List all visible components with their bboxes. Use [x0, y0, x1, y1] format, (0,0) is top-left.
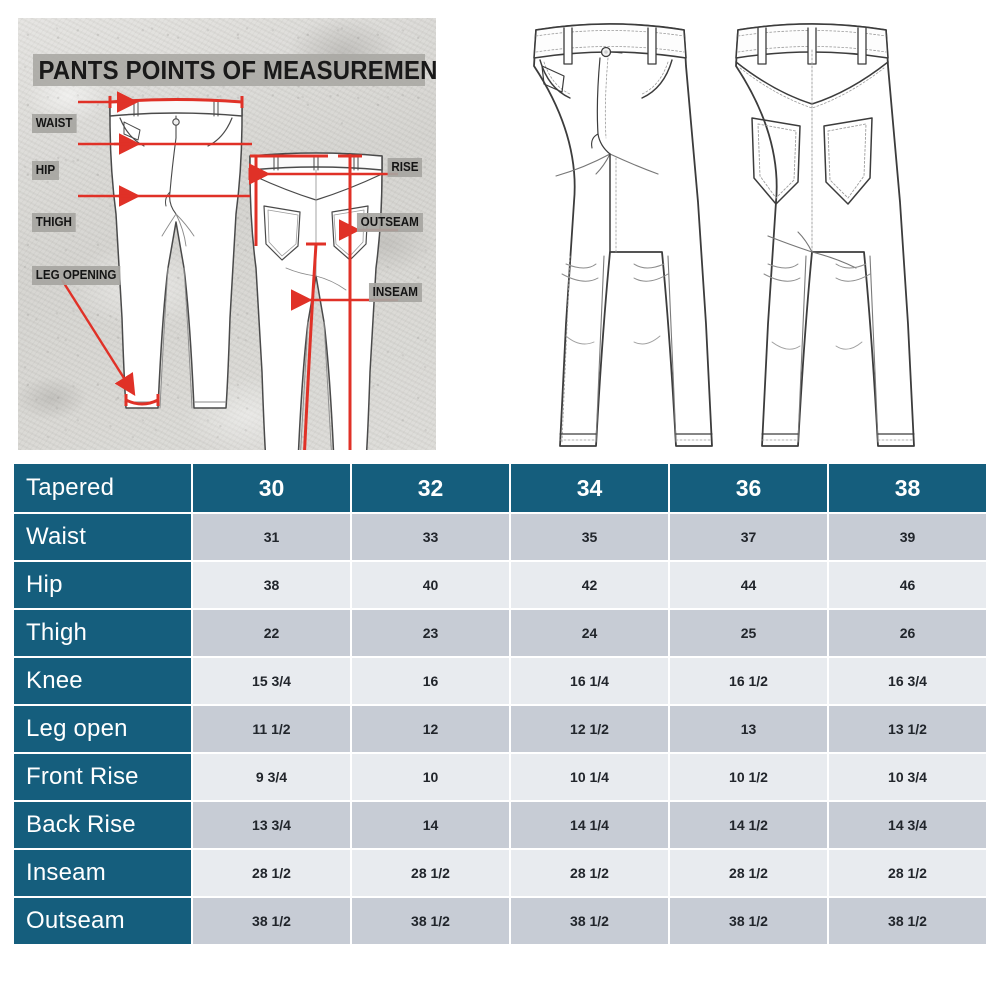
cell-knee-38: 16 3/4	[829, 658, 986, 704]
cell-hip-38: 46	[829, 562, 986, 608]
cell-front-rise-38: 10 3/4	[829, 754, 986, 800]
table-row-waist: Waist 31 33 35 37 39	[14, 514, 986, 560]
cell-thigh-32: 23	[352, 610, 509, 656]
cell-hip-34: 42	[511, 562, 668, 608]
size-chart-table: Tapered 30 32 34 36 38 Waist 31 33 35 37…	[12, 462, 988, 946]
table-row-front-rise: Front Rise 9 3/4 10 10 1/4 10 1/2 10 3/4	[14, 754, 986, 800]
cell-leg-open-30: 11 1/2	[193, 706, 350, 752]
cell-front-rise-34: 10 1/4	[511, 754, 668, 800]
cell-waist-30: 31	[193, 514, 350, 560]
diagram-label-thigh: THIGH	[32, 213, 76, 232]
technical-flat-sketches	[533, 23, 915, 447]
diagram-title-banner: PANTS POINTS OF MEASUREMENT	[33, 54, 436, 86]
cell-outseam-30: 38 1/2	[193, 898, 350, 944]
jeans-back-technical-flat	[735, 23, 915, 447]
cell-front-rise-32: 10	[352, 754, 509, 800]
cell-inseam-30: 28 1/2	[193, 850, 350, 896]
cell-inseam-32: 28 1/2	[352, 850, 509, 896]
column-header-size-34: 34	[511, 464, 668, 512]
table-row-outseam: Outseam 38 1/2 38 1/2 38 1/2 38 1/2 38 1…	[14, 898, 986, 944]
diagram-label-leg-opening: LEG OPENING	[32, 266, 121, 285]
cell-hip-30: 38	[193, 562, 350, 608]
cell-waist-38: 39	[829, 514, 986, 560]
row-label-back-rise: Back Rise	[14, 802, 191, 848]
row-label-outseam: Outseam	[14, 898, 191, 944]
cell-inseam-38: 28 1/2	[829, 850, 986, 896]
cell-waist-34: 35	[511, 514, 668, 560]
cell-thigh-34: 24	[511, 610, 668, 656]
diagram-title-text: PANTS POINTS OF MEASUREMENT	[38, 55, 436, 85]
cell-leg-open-34: 12 1/2	[511, 706, 668, 752]
cell-leg-open-36: 13	[670, 706, 827, 752]
column-header-size-32: 32	[352, 464, 509, 512]
table-row-hip: Hip 38 40 42 44 46	[14, 562, 986, 608]
cell-knee-36: 16 1/2	[670, 658, 827, 704]
table-corner-label: Tapered	[14, 464, 191, 512]
cell-front-rise-36: 10 1/2	[670, 754, 827, 800]
table-row-thigh: Thigh 22 23 24 25 26	[14, 610, 986, 656]
cell-back-rise-34: 14 1/4	[511, 802, 668, 848]
cell-knee-32: 16	[352, 658, 509, 704]
row-label-front-rise: Front Rise	[14, 754, 191, 800]
cell-thigh-36: 25	[670, 610, 827, 656]
cell-outseam-32: 38 1/2	[352, 898, 509, 944]
cell-hip-32: 40	[352, 562, 509, 608]
cell-knee-30: 15 3/4	[193, 658, 350, 704]
cell-inseam-34: 28 1/2	[511, 850, 668, 896]
table-row-leg-open: Leg open 11 1/2 12 12 1/2 13 13 1/2	[14, 706, 986, 752]
cell-back-rise-38: 14 3/4	[829, 802, 986, 848]
cell-hip-36: 44	[670, 562, 827, 608]
cell-back-rise-30: 13 3/4	[193, 802, 350, 848]
cell-thigh-30: 22	[193, 610, 350, 656]
cell-waist-32: 33	[352, 514, 509, 560]
jeans-front-technical-flat	[533, 23, 713, 447]
column-header-size-30: 30	[193, 464, 350, 512]
row-label-leg-open: Leg open	[14, 706, 191, 752]
row-label-knee: Knee	[14, 658, 191, 704]
column-header-size-36: 36	[670, 464, 827, 512]
diagram-label-rise: RISE	[387, 158, 422, 177]
header-row: Tapered 30 32 34 36 38	[14, 464, 986, 512]
table-header: Tapered 30 32 34 36 38	[14, 464, 986, 512]
cell-thigh-38: 26	[829, 610, 986, 656]
cell-back-rise-36: 14 1/2	[670, 802, 827, 848]
points-of-measurement-diagram: PANTS POINTS OF MEASUREMENT WAIST HIP TH…	[18, 18, 436, 450]
diagram-label-outseam: OUTSEAM	[356, 213, 422, 232]
row-label-hip: Hip	[14, 562, 191, 608]
table-row-back-rise: Back Rise 13 3/4 14 14 1/4 14 1/2 14 3/4	[14, 802, 986, 848]
cell-waist-36: 37	[670, 514, 827, 560]
table-body: Waist 31 33 35 37 39 Hip 38 40 42 44 46 …	[14, 514, 986, 944]
cell-leg-open-38: 13 1/2	[829, 706, 986, 752]
cell-back-rise-32: 14	[352, 802, 509, 848]
cell-inseam-36: 28 1/2	[670, 850, 827, 896]
cell-outseam-38: 38 1/2	[829, 898, 986, 944]
row-label-thigh: Thigh	[14, 610, 191, 656]
diagram-label-waist: WAIST	[32, 114, 77, 133]
row-label-waist: Waist	[14, 514, 191, 560]
column-header-size-38: 38	[829, 464, 986, 512]
cell-leg-open-32: 12	[352, 706, 509, 752]
diagram-label-hip: HIP	[32, 161, 59, 180]
cell-knee-34: 16 1/4	[511, 658, 668, 704]
cell-front-rise-30: 9 3/4	[193, 754, 350, 800]
row-label-inseam: Inseam	[14, 850, 191, 896]
diagram-label-inseam: INSEAM	[369, 283, 422, 302]
illustration-section: PANTS POINTS OF MEASUREMENT WAIST HIP TH…	[0, 0, 1000, 458]
cell-outseam-36: 38 1/2	[670, 898, 827, 944]
table-row-knee: Knee 15 3/4 16 16 1/4 16 1/2 16 3/4	[14, 658, 986, 704]
cell-outseam-34: 38 1/2	[511, 898, 668, 944]
table-row-inseam: Inseam 28 1/2 28 1/2 28 1/2 28 1/2 28 1/…	[14, 850, 986, 896]
